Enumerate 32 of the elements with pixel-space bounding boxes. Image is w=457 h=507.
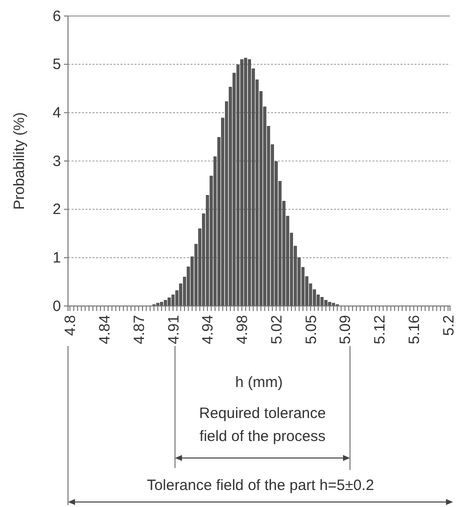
bar bbox=[244, 58, 248, 306]
text: Tolerance field of the part h=5±0.2 bbox=[146, 477, 374, 494]
x-tick-label: 4.98 bbox=[234, 315, 252, 344]
x-tick-label: 5.2 bbox=[440, 315, 457, 336]
bar bbox=[164, 300, 167, 306]
x-axis-title: h (mm) bbox=[235, 374, 283, 391]
bar bbox=[240, 59, 244, 306]
y-tick-label: 2 bbox=[52, 201, 61, 218]
bar bbox=[160, 302, 164, 306]
text: Required tolerance field of the process bbox=[199, 405, 326, 445]
y-tick-label: 3 bbox=[52, 152, 61, 170]
x-tick-label: 4.8 bbox=[62, 315, 80, 336]
x-tick-label: 4.87 bbox=[130, 315, 148, 344]
x-tick-label: 5.12 bbox=[372, 315, 389, 344]
y-tick-label: 4 bbox=[52, 104, 61, 122]
y-tick-label: 0 bbox=[52, 298, 61, 315]
bar bbox=[324, 300, 328, 306]
bar bbox=[248, 59, 251, 306]
y-tick-label: 1 bbox=[52, 249, 61, 266]
y-tick-label: 5 bbox=[52, 56, 61, 74]
x-tick-label: 5.02 bbox=[268, 315, 286, 344]
x-tick-label: 5.16 bbox=[406, 315, 423, 344]
x-tick-label: 5.09 bbox=[337, 315, 354, 344]
bar bbox=[320, 297, 324, 306]
y-tick-label: 6 bbox=[52, 8, 61, 25]
x-tick-label: 4.94 bbox=[200, 315, 217, 344]
x-tick-label: 4.84 bbox=[96, 315, 114, 344]
x-tick-label: 4.91 bbox=[165, 315, 182, 344]
y-axis-title: Probability (%) bbox=[11, 112, 28, 210]
bar bbox=[328, 302, 332, 306]
bar bbox=[168, 298, 171, 306]
x-tick-label: 5.05 bbox=[302, 315, 320, 344]
